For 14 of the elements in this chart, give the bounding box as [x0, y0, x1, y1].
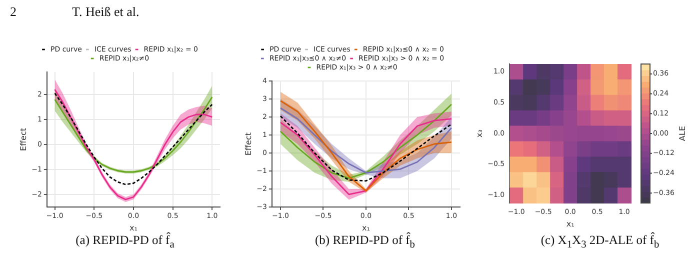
x-axis-title: x₁ [129, 223, 138, 232]
line-series [54, 92, 213, 186]
color-bar-title: ALE [678, 126, 688, 141]
text: (b) REPID-PD of f̂$_{b}$ [315, 233, 415, 250]
x-axis-title: x₁ [566, 219, 574, 228]
y-axis-title: Effect [18, 128, 28, 152]
text: (c) X$_{1}$X$_{3}$ 2D-ALE of f̂$_{b}$ [540, 233, 660, 250]
text: T. Heiß et al. [72, 4, 140, 20]
text: 2 [10, 4, 16, 20]
text: (a) REPID-PD of f̂$_{a}$ [76, 233, 174, 250]
x-axis-title: x₁ [362, 223, 370, 232]
line-series [280, 115, 452, 182]
y-axis-title: x₃ [474, 130, 484, 138]
y-axis-title: Effect [244, 132, 253, 156]
